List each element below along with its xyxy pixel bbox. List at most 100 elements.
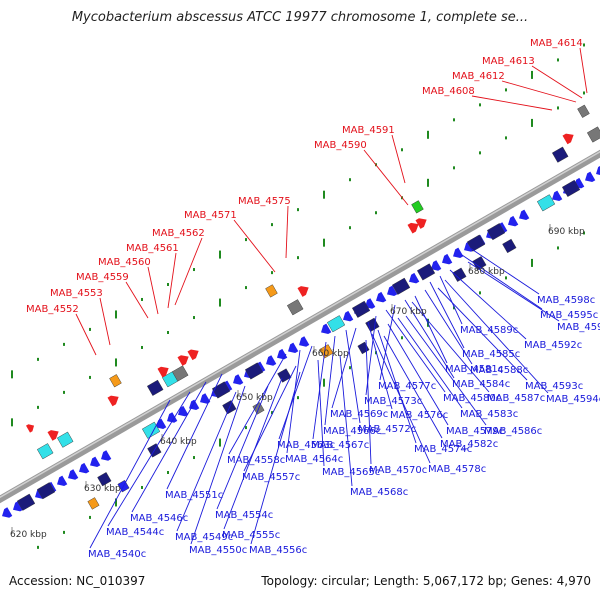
gene-block <box>277 368 292 383</box>
gene-label-forward: MAB_4571 <box>184 210 237 221</box>
leader-line-red <box>471 95 553 111</box>
leader-line-blue <box>461 254 543 310</box>
gene-label-reverse: MAB_4592c <box>524 340 582 351</box>
gene-label-reverse: MAB_4582c <box>440 439 498 450</box>
gene-label-reverse: MAB_4584c <box>452 379 510 390</box>
gene-label-reverse: MAB_4563c <box>277 440 335 451</box>
gene-label-reverse: MAB_4566c <box>323 426 381 437</box>
gene-label-reverse: MAB_4570c <box>369 465 427 476</box>
gene-label-reverse: MAB_4583c <box>460 409 518 420</box>
gene-block <box>319 344 334 359</box>
kbp-label: 630 kbp <box>84 484 121 494</box>
leader-line-red <box>501 80 577 103</box>
gene-block <box>365 317 380 332</box>
gene-arrow-forward <box>407 222 419 234</box>
gene-label-reverse: MAB_4576c <box>390 410 448 421</box>
leader-line-blue <box>444 279 549 394</box>
leader-line-blue <box>449 269 527 340</box>
gene-label-reverse: MAB_4589c <box>460 325 518 336</box>
kbp-label: 620 kbp <box>10 530 47 540</box>
gene-block <box>97 472 112 487</box>
gene-label-reverse: MAB_4565c <box>322 467 380 478</box>
gene-arrow-reverse <box>266 355 277 366</box>
gene-label-reverse: MAB_4556c <box>249 545 307 556</box>
gene-arrow-reverse <box>13 500 24 512</box>
gene-label-reverse: MAB_4550c <box>189 545 247 556</box>
gene-block <box>391 277 411 295</box>
gene-block <box>357 341 370 355</box>
label-leader-lines <box>75 47 588 549</box>
gene-label-forward: MAB_4614 <box>530 38 583 49</box>
gene-label-forward: MAB_4575 <box>238 196 291 207</box>
gene-block <box>536 194 556 212</box>
gene-label-reverse: MAB_4558c <box>227 455 285 466</box>
gene-arrow-forward <box>47 430 59 441</box>
gene-label-reverse: MAB_4588c <box>470 365 528 376</box>
gene-block <box>286 299 304 316</box>
leader-line-blue <box>367 321 393 410</box>
gene-label-reverse: MAB_4554c <box>215 510 273 521</box>
gene-label-reverse: MAB_4551c <box>165 490 223 501</box>
leader-line-blue <box>278 345 313 440</box>
leader-line-blue <box>228 353 287 455</box>
gene-arrow-reverse <box>596 165 600 176</box>
gene-arrow-reverse <box>167 412 178 423</box>
gene-block <box>466 234 486 252</box>
gene-block <box>586 126 600 143</box>
leader-line-blue <box>377 329 417 444</box>
gene-block <box>265 284 278 298</box>
gene-block <box>56 431 74 448</box>
gene-arrow-reverse <box>321 323 332 335</box>
gene-label-forward: MAB_4562 <box>152 228 205 239</box>
gene-arrow-forward <box>562 133 574 145</box>
gene-label-reverse: MAB_4573c <box>364 396 422 407</box>
gene-arrow-forward <box>297 286 309 297</box>
gene-block <box>452 267 467 282</box>
gene-block <box>502 238 517 254</box>
leader-line-blue <box>385 309 446 393</box>
gene-arrow-forward <box>177 355 189 366</box>
gene-arrow-reverse <box>68 469 79 480</box>
gene-arrow-forward <box>26 424 35 433</box>
gene-block <box>109 374 122 388</box>
gene-label-forward: MAB_4591 <box>342 125 395 136</box>
leader-line-blue <box>331 327 357 409</box>
gene-arrow-forward <box>187 349 199 361</box>
gene-block <box>36 482 56 500</box>
topology-text: Topology: circular; Length: 5,067,172 bp… <box>261 574 591 588</box>
leader-line-red <box>579 47 588 94</box>
leader-line-red <box>391 134 406 184</box>
gene-block <box>244 362 264 380</box>
leader-line-red <box>147 266 159 315</box>
gene-arrow-reverse <box>2 507 13 518</box>
gene-arrow-reverse <box>453 247 464 259</box>
gene-label-forward: MAB_4552 <box>26 304 79 315</box>
gene-arrow-reverse <box>101 450 112 461</box>
gene-label-reverse: MAB_4572c <box>358 424 416 435</box>
gene-label-forward: MAB_4608 <box>422 86 475 97</box>
leader-line-blue <box>216 385 269 510</box>
gene-arrow-reverse <box>519 209 530 221</box>
kbp-label: 640 kbp <box>160 437 197 447</box>
leader-line-blue <box>405 315 487 426</box>
gene-block <box>36 443 54 460</box>
gene-label-reverse: MAB_4596c <box>557 322 600 333</box>
gene-label-forward: MAB_4559 <box>76 272 129 283</box>
gene-arrow-reverse <box>189 399 200 411</box>
leader-line-blue <box>223 377 283 530</box>
leader-line-blue <box>345 329 361 424</box>
gene-block <box>561 179 581 197</box>
leader-line-blue <box>439 275 463 325</box>
gene-block <box>146 379 164 396</box>
leader-line-red <box>174 237 203 306</box>
gene-arrow-reverse <box>299 336 310 347</box>
gene-label-reverse: MAB_4593c <box>525 381 583 392</box>
leader-line-red <box>531 65 583 99</box>
gene-arrow-reverse <box>79 462 90 474</box>
kbp-label: 680 kbp <box>468 267 505 277</box>
leader-line-red <box>167 252 177 309</box>
gene-arrow-reverse <box>387 285 398 297</box>
leader-line-blue <box>166 373 223 490</box>
leader-line-blue <box>437 287 528 381</box>
